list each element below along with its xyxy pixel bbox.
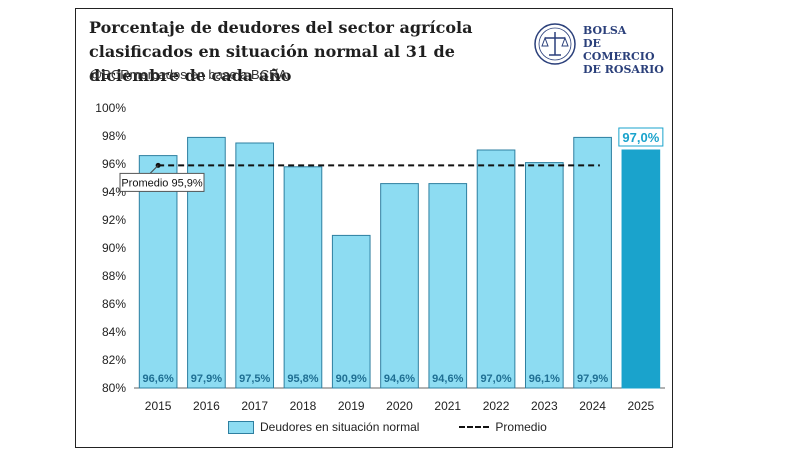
- x-tick-label: 2025: [628, 399, 655, 413]
- legend-label-average: Promedio: [495, 420, 547, 434]
- data-label: 97,9%: [191, 373, 222, 385]
- chart-subtitle: @BCRmercados en base a BCRA: [89, 67, 288, 82]
- chart-legend: Deudores en situación normal Promedio: [228, 420, 547, 434]
- x-tick-label: 2023: [531, 399, 558, 413]
- x-tick-label: 2021: [434, 399, 461, 413]
- bar: [235, 142, 275, 389]
- y-tick-label: 86%: [102, 297, 126, 311]
- legend-swatch-bar: [228, 420, 254, 434]
- x-tick-label: 2018: [290, 399, 317, 413]
- bar: [476, 149, 516, 389]
- average-callout-line: [149, 165, 159, 174]
- y-tick-label: 88%: [102, 269, 126, 283]
- y-tick-label: 100%: [95, 101, 126, 115]
- legend-label-series: Deudores en situación normal: [260, 420, 420, 434]
- y-tick-label: 98%: [102, 129, 126, 143]
- bar: [428, 183, 468, 389]
- y-tick-label: 84%: [102, 325, 126, 339]
- data-label: 97,0%: [480, 373, 511, 385]
- bar: [573, 136, 612, 389]
- legend-item-average: Promedio: [459, 420, 547, 434]
- data-label: 90,9%: [336, 373, 367, 385]
- x-tick-label: 2015: [145, 399, 172, 413]
- data-label: 97,0%: [622, 130, 659, 145]
- logo-line-1: BOLSA: [583, 24, 627, 37]
- highlight-label-box: [618, 127, 664, 147]
- data-label: 95,8%: [287, 373, 318, 385]
- bar: [283, 166, 323, 389]
- data-label: 94,6%: [384, 373, 415, 385]
- data-label: 94,6%: [432, 373, 463, 385]
- y-tick-label: 96%: [102, 157, 126, 171]
- data-label: 96,1%: [529, 373, 560, 385]
- data-label: 97,5%: [239, 373, 270, 385]
- logo-line-2: DE COMERCIO: [583, 37, 655, 63]
- x-tick-label: 2019: [338, 399, 365, 413]
- logo-line-3: DE ROSARIO: [583, 63, 664, 76]
- chart-title: Porcentaje de deudores del sector agríco…: [89, 18, 473, 85]
- x-tick-label: 2017: [241, 399, 268, 413]
- bcr-seal-icon: [534, 23, 576, 65]
- x-tick-label: 2016: [193, 399, 220, 413]
- y-tick-label: 90%: [102, 241, 126, 255]
- legend-item-series: Deudores en situación normal: [228, 420, 419, 434]
- data-label: 96,6%: [143, 373, 174, 385]
- bar: [380, 183, 419, 389]
- y-tick-label: 92%: [102, 213, 126, 227]
- x-tick-label: 2024: [579, 399, 606, 413]
- legend-swatch-dashed-line: [459, 426, 490, 428]
- bar: [621, 149, 661, 389]
- y-tick-label: 80%: [102, 381, 126, 395]
- bcr-logo: BOLSA DE COMERCIO DE ROSARIO: [533, 22, 673, 76]
- y-tick-label: 82%: [102, 353, 126, 367]
- x-tick-label: 2022: [483, 399, 510, 413]
- x-tick-label: 2020: [386, 399, 413, 413]
- bar: [331, 234, 371, 389]
- bar: [524, 162, 564, 389]
- data-label: 97,9%: [577, 373, 608, 385]
- bar: [138, 155, 178, 389]
- average-label-box: [119, 172, 205, 192]
- average-label: Promedio 95,9%: [121, 177, 203, 189]
- logo-wordmark: BOLSA DE COMERCIO DE ROSARIO: [583, 24, 673, 76]
